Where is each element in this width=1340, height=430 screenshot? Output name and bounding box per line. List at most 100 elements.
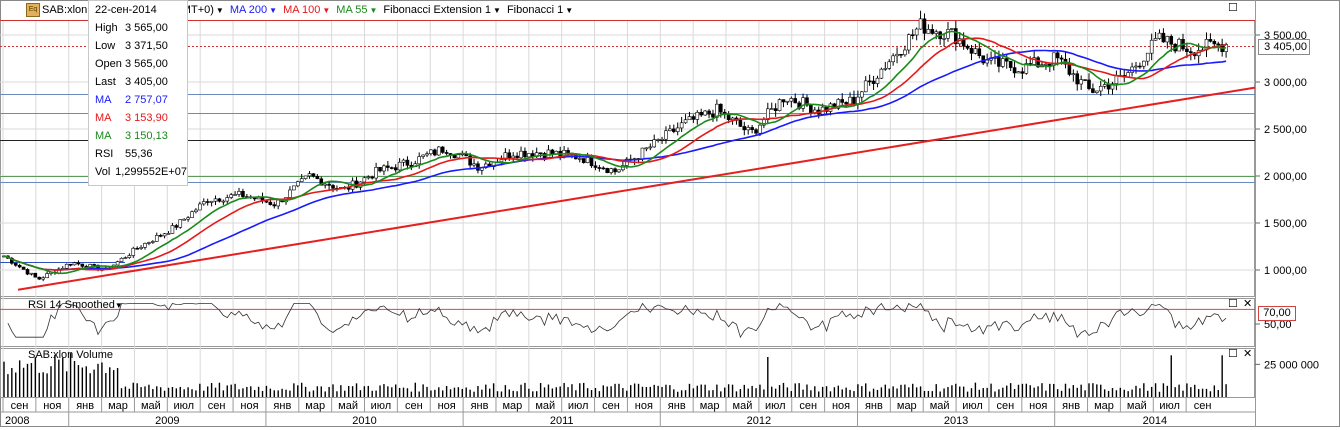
x-month-label: мар bbox=[1094, 400, 1114, 412]
candle-body bbox=[264, 200, 269, 203]
symbol-label[interactable]: SAB:xlon bbox=[42, 4, 88, 16]
candle-body bbox=[844, 102, 848, 105]
x-year-label: 2010 bbox=[352, 415, 376, 427]
candle-body bbox=[1138, 65, 1142, 68]
ma55-line bbox=[3, 30, 1227, 275]
candle-body bbox=[10, 257, 14, 264]
rsi-title-text: RSI 14 Smoothed bbox=[28, 299, 115, 311]
x-year-label: 2009 bbox=[155, 415, 179, 427]
last-price-tag: 3 405,00 bbox=[1258, 39, 1310, 55]
maximize-icon[interactable]: ☐ bbox=[1228, 348, 1238, 360]
candle-body bbox=[679, 122, 684, 129]
ma55-menu[interactable]: MA 55 ▼ bbox=[336, 4, 377, 16]
candle-body bbox=[1036, 57, 1040, 68]
candle-body bbox=[617, 169, 621, 173]
x-month-label: ноя bbox=[43, 400, 61, 412]
volume-tick-label: 25 000 000 bbox=[1264, 359, 1319, 371]
close-icon[interactable]: ✕ bbox=[1243, 348, 1253, 360]
candle-body bbox=[299, 178, 304, 182]
candle-body bbox=[268, 201, 273, 205]
candle-body bbox=[648, 146, 653, 149]
candle-body bbox=[1012, 67, 1017, 74]
candle-body bbox=[950, 28, 954, 30]
candle-body bbox=[730, 117, 735, 120]
candle-body bbox=[668, 128, 672, 132]
candle-body bbox=[918, 18, 923, 30]
x-month-label: ноя bbox=[240, 400, 258, 412]
info-row: High 3 565,00 bbox=[89, 19, 187, 37]
candle-body bbox=[1212, 41, 1217, 45]
x-month-label: мар bbox=[305, 400, 325, 412]
candle-body bbox=[127, 255, 132, 258]
x-month-label: янв bbox=[865, 400, 883, 412]
maximize-icon[interactable]: ☐ bbox=[1228, 298, 1238, 310]
candle-body bbox=[1165, 36, 1170, 43]
candle-body bbox=[1106, 84, 1111, 90]
candle-body bbox=[969, 48, 974, 54]
candle-body bbox=[292, 185, 296, 191]
y-tick-label: 3 000,00 bbox=[1264, 77, 1307, 89]
candle-body bbox=[303, 175, 308, 179]
candle-body bbox=[41, 277, 45, 280]
candle-body bbox=[233, 194, 237, 196]
candle-body bbox=[899, 53, 903, 56]
info-value: 3 371,50 bbox=[125, 40, 168, 52]
fibonacci-label: Fibonacci 1 bbox=[506, 4, 564, 16]
candle-body bbox=[417, 156, 421, 165]
candle-body bbox=[879, 68, 884, 79]
candle-body bbox=[1157, 32, 1162, 39]
candle-body bbox=[828, 103, 833, 112]
candle-body bbox=[914, 28, 919, 36]
candle-body bbox=[613, 168, 617, 173]
candle-body bbox=[315, 176, 320, 180]
symbol-icon[interactable]: Eq bbox=[26, 3, 40, 17]
x-month-label: янв bbox=[76, 400, 94, 412]
candle-body bbox=[805, 97, 809, 106]
candle-body bbox=[781, 99, 786, 103]
candle-body bbox=[910, 34, 915, 36]
chevron-down-icon: ▼ bbox=[322, 5, 331, 15]
ma200-menu[interactable]: MA 200 ▼ bbox=[230, 4, 277, 16]
x-month-label: сен bbox=[799, 400, 817, 412]
candle-body bbox=[378, 167, 382, 172]
rsi-level-tag: 70,00 bbox=[1258, 306, 1296, 321]
candle-body bbox=[45, 273, 49, 279]
candle-body bbox=[895, 53, 899, 57]
x-month-label: янв bbox=[668, 400, 686, 412]
candle-body bbox=[166, 233, 171, 235]
candle-body bbox=[205, 201, 210, 203]
y-tick-label: 1 500,00 bbox=[1264, 218, 1307, 230]
candle-body bbox=[550, 149, 555, 155]
candle-body bbox=[21, 266, 26, 270]
info-label: High bbox=[95, 22, 118, 34]
candle-body bbox=[699, 112, 704, 116]
info-label: MA bbox=[95, 94, 112, 106]
x-month-label: июл bbox=[173, 400, 194, 412]
x-month-label: июл bbox=[962, 400, 983, 412]
fibonacci-menu[interactable]: Fibonacci 1 ▼ bbox=[507, 4, 573, 16]
candle-body bbox=[1008, 60, 1013, 68]
ma55-label: MA 55 bbox=[336, 4, 368, 16]
candle-body bbox=[209, 200, 214, 203]
info-value: 1,299552E+07 bbox=[115, 166, 187, 178]
rsi-pane-title[interactable]: RSI 14 Smoothed▼ bbox=[28, 299, 123, 311]
ma100-menu[interactable]: MA 100 ▼ bbox=[283, 4, 330, 16]
maximize-icon[interactable]: ☐ bbox=[1228, 2, 1238, 14]
candle-body bbox=[331, 185, 335, 189]
close-icon[interactable]: ✕ bbox=[1243, 298, 1253, 310]
candle-body bbox=[217, 198, 222, 202]
candle-body bbox=[229, 194, 233, 198]
candle-body bbox=[793, 98, 798, 104]
candle-body bbox=[1142, 60, 1146, 67]
info-date-value: 22-сен-2014 bbox=[95, 4, 157, 16]
candle-body bbox=[241, 191, 245, 197]
candle-body bbox=[29, 272, 34, 275]
candle-body bbox=[198, 203, 202, 211]
candle-body bbox=[711, 113, 715, 118]
candle-body bbox=[154, 235, 159, 242]
candle-body bbox=[644, 147, 649, 150]
info-value: 3 405,00 bbox=[125, 76, 168, 88]
data-window: 22-сен-2014 High 3 565,00 Low 3 371,50 Open 3… bbox=[88, 0, 188, 186]
fib-extension-menu[interactable]: Fibonacci Extension 1 ▼ bbox=[383, 4, 501, 16]
